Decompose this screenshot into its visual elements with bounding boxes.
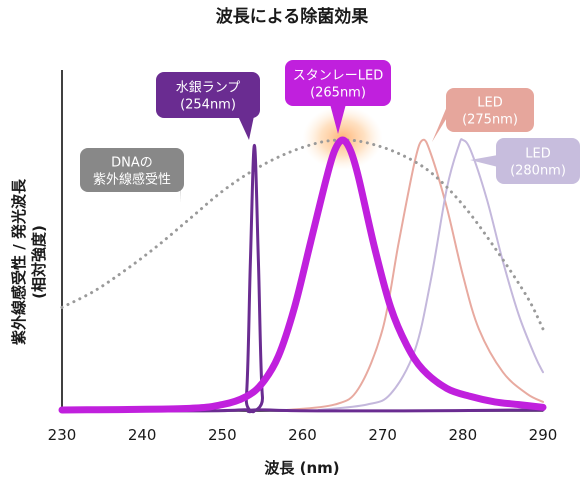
callout-box bbox=[80, 148, 184, 192]
callout-label: (265nm) bbox=[310, 86, 366, 101]
x-tick-label: 240 bbox=[128, 426, 157, 444]
x-tick-label: 280 bbox=[449, 426, 478, 444]
callout-label: LED bbox=[477, 96, 502, 111]
series-line bbox=[58, 136, 547, 414]
callout-box bbox=[156, 72, 260, 118]
x-tick-label: 290 bbox=[529, 426, 558, 444]
callout-label: DNAの bbox=[111, 156, 153, 171]
x-tick-label: 260 bbox=[288, 426, 317, 444]
callout-tail bbox=[432, 104, 448, 142]
x-tick-label: 250 bbox=[208, 426, 237, 444]
series-line bbox=[60, 143, 545, 414]
x-tick-label: 270 bbox=[368, 426, 397, 444]
callout-label: 水銀ランプ bbox=[176, 81, 241, 96]
callout-box bbox=[285, 60, 391, 106]
y-axis-label: 紫外線感受性 / 発光波長 bbox=[10, 178, 28, 345]
series-line bbox=[317, 138, 544, 411]
x-tick-label: 230 bbox=[48, 426, 77, 444]
callout-box bbox=[496, 138, 580, 184]
x-axis-label: 波長 (nm) bbox=[264, 459, 339, 477]
callout-label: LED bbox=[525, 147, 550, 162]
callout-tail bbox=[330, 104, 346, 134]
series-line bbox=[285, 138, 544, 411]
callout-box bbox=[446, 88, 534, 132]
y-axis-sublabel: (相対強度) bbox=[30, 225, 48, 299]
series-line bbox=[60, 138, 545, 331]
callout-tail bbox=[238, 116, 254, 140]
callout-label: スタンレーLED bbox=[293, 69, 383, 84]
callout-label: (254nm) bbox=[180, 98, 236, 113]
callout-label: (280nm) bbox=[510, 164, 566, 179]
callout-label: (275nm) bbox=[462, 113, 518, 128]
callout-label: 紫外線感受性 bbox=[93, 172, 171, 188]
callout-tail bbox=[470, 155, 498, 167]
chart-title: 波長による除菌効果 bbox=[216, 6, 369, 27]
